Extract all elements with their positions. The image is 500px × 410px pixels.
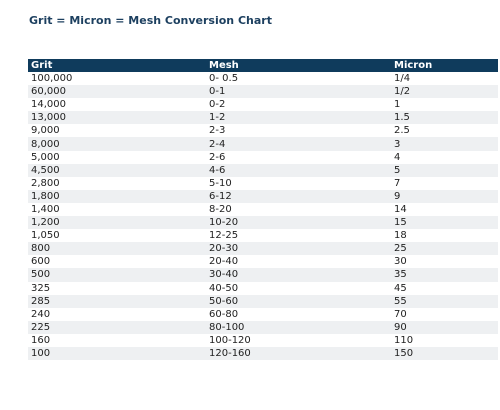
grit-cell: 60,000 xyxy=(28,85,206,99)
mesh-cell: 0-1 xyxy=(206,85,391,99)
mesh-cell: 6-12 xyxy=(206,189,391,203)
chart-title: Grit = Micron = Mesh Conversion Chart xyxy=(29,14,272,27)
micron-cell: 55 xyxy=(391,294,498,308)
micron-cell: 1 xyxy=(391,98,498,112)
mesh-cell: 40-50 xyxy=(206,281,391,295)
micron-cell: 25 xyxy=(391,242,498,256)
table-row: 13,000 1-2 1.5 xyxy=(28,111,498,125)
micron-cell: 90 xyxy=(391,320,498,334)
table-row: 2,800 5-10 7 xyxy=(28,176,498,190)
grit-cell: 14,000 xyxy=(28,98,206,112)
mesh-cell: 60-80 xyxy=(206,307,391,321)
mesh-cell: 10-20 xyxy=(206,216,391,230)
grit-cell: 285 xyxy=(28,294,206,308)
table-row: 1,400 8-20 14 xyxy=(28,202,498,217)
column-header-mesh: Mesh xyxy=(206,59,391,72)
table-row: 800 20-30 25 xyxy=(28,242,498,256)
micron-cell: 1/4 xyxy=(391,72,498,86)
mesh-cell: 0-2 xyxy=(206,98,391,112)
micron-cell: 14 xyxy=(391,202,498,217)
mesh-cell: 2-6 xyxy=(206,150,391,164)
grit-cell: 4,500 xyxy=(28,163,206,177)
mesh-cell: 30-40 xyxy=(206,268,391,282)
micron-cell: 150 xyxy=(391,346,498,361)
micron-cell: 5 xyxy=(391,163,498,177)
micron-cell: 1.5 xyxy=(391,111,498,125)
micron-cell: 110 xyxy=(391,333,498,347)
micron-cell: 2.5 xyxy=(391,124,498,138)
table-row: 325 40-50 45 xyxy=(28,281,498,295)
micron-cell: 30 xyxy=(391,255,498,269)
column-header-micron: Micron xyxy=(391,59,498,72)
table-row: 14,000 0-2 1 xyxy=(28,98,498,112)
micron-cell: 9 xyxy=(391,189,498,203)
micron-cell: 4 xyxy=(391,150,498,164)
table-row: 600 20-40 30 xyxy=(28,255,498,269)
table-row: 1,800 6-12 9 xyxy=(28,189,498,203)
mesh-cell: 5-10 xyxy=(206,176,391,190)
table-row: 160 100-120 110 xyxy=(28,333,498,347)
grit-cell: 1,400 xyxy=(28,202,206,217)
grit-cell: 2,800 xyxy=(28,176,206,190)
table-row: 225 80-100 90 xyxy=(28,320,498,334)
table-row: 60,000 0-1 1/2 xyxy=(28,85,498,99)
mesh-cell: 2-4 xyxy=(206,137,391,151)
micron-cell: 3 xyxy=(391,137,498,151)
mesh-cell: 4-6 xyxy=(206,163,391,177)
table-row: 4,500 4-6 5 xyxy=(28,163,498,177)
micron-cell: 70 xyxy=(391,307,498,321)
grit-cell: 160 xyxy=(28,333,206,347)
micron-cell: 45 xyxy=(391,281,498,295)
grit-cell: 500 xyxy=(28,268,206,282)
mesh-cell: 8-20 xyxy=(206,202,391,217)
table-header-row: Grit Mesh Micron xyxy=(28,59,498,72)
grit-cell: 13,000 xyxy=(28,111,206,125)
table-body: 100,000 0- 0.5 1/4 60,000 0-1 1/2 14,000 0-2 1 13… xyxy=(28,72,498,361)
micron-cell: 1/2 xyxy=(391,85,498,99)
mesh-cell: 1-2 xyxy=(206,111,391,125)
grit-cell: 600 xyxy=(28,255,206,269)
table-row: 1,200 10-20 15 xyxy=(28,216,498,230)
micron-cell: 15 xyxy=(391,216,498,230)
grit-cell: 1,800 xyxy=(28,189,206,203)
mesh-cell: 100-120 xyxy=(206,333,391,347)
conversion-table: Grit Mesh Micron 100,000 0- 0.5 1/4 60,000 0… xyxy=(28,59,498,361)
mesh-cell: 12-25 xyxy=(206,229,391,243)
grit-cell: 100 xyxy=(28,346,206,361)
mesh-cell: 120-160 xyxy=(206,346,391,361)
table-row: 9,000 2-3 2.5 xyxy=(28,124,498,138)
table-row: 500 30-40 35 xyxy=(28,268,498,282)
table-row: 100 120-160 150 xyxy=(28,346,498,361)
micron-cell: 7 xyxy=(391,176,498,190)
grit-cell: 325 xyxy=(28,281,206,295)
table-row: 8,000 2-4 3 xyxy=(28,137,498,151)
grit-cell: 1,050 xyxy=(28,229,206,243)
grit-cell: 5,000 xyxy=(28,150,206,164)
mesh-cell: 50-60 xyxy=(206,294,391,308)
grit-cell: 1,200 xyxy=(28,216,206,230)
mesh-cell: 0- 0.5 xyxy=(206,72,391,86)
mesh-cell: 20-30 xyxy=(206,242,391,256)
micron-cell: 18 xyxy=(391,229,498,243)
table-row: 100,000 0- 0.5 1/4 xyxy=(28,72,498,86)
table-row: 5,000 2-6 4 xyxy=(28,150,498,164)
grit-cell: 100,000 xyxy=(28,72,206,86)
grit-cell: 240 xyxy=(28,307,206,321)
table-row: 285 50-60 55 xyxy=(28,294,498,308)
grit-cell: 225 xyxy=(28,320,206,334)
mesh-cell: 2-3 xyxy=(206,124,391,138)
mesh-cell: 80-100 xyxy=(206,320,391,334)
mesh-cell: 20-40 xyxy=(206,255,391,269)
column-header-grit: Grit xyxy=(28,59,206,72)
micron-cell: 35 xyxy=(391,268,498,282)
grit-cell: 8,000 xyxy=(28,137,206,151)
grit-cell: 9,000 xyxy=(28,124,206,138)
table-row: 1,050 12-25 18 xyxy=(28,229,498,243)
table-row: 240 60-80 70 xyxy=(28,307,498,321)
grit-cell: 800 xyxy=(28,242,206,256)
